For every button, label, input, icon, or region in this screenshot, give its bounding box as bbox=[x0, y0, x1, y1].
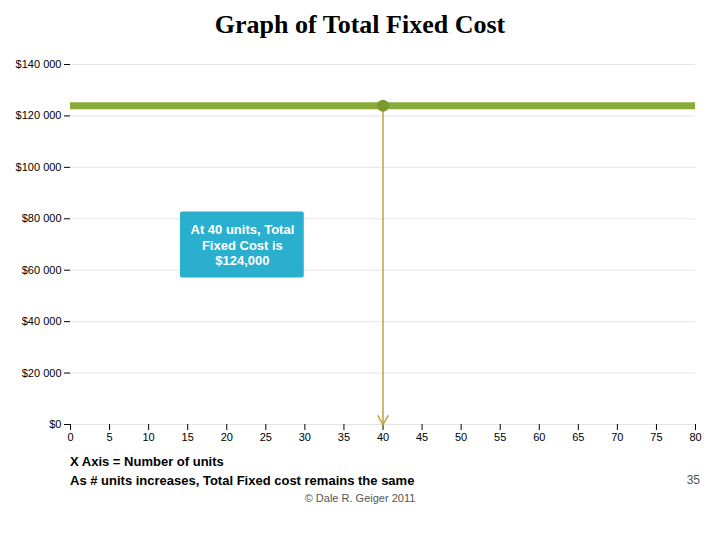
svg-text:$120 000: $120 000 bbox=[16, 109, 62, 121]
svg-text:30: 30 bbox=[299, 431, 311, 443]
svg-text:65: 65 bbox=[572, 431, 584, 443]
svg-text:$60 000: $60 000 bbox=[22, 264, 62, 276]
svg-text:$20 000: $20 000 bbox=[22, 367, 62, 379]
svg-text:20: 20 bbox=[221, 431, 233, 443]
svg-text:5: 5 bbox=[107, 431, 113, 443]
svg-text:35: 35 bbox=[338, 431, 350, 443]
svg-text:45: 45 bbox=[416, 431, 428, 443]
svg-text:$140 000: $140 000 bbox=[16, 58, 62, 70]
svg-text:10: 10 bbox=[143, 431, 155, 443]
svg-text:60: 60 bbox=[533, 431, 545, 443]
html-text:As # units increases, Total Fi: As # units increases, Total Fixed cost r… bbox=[70, 473, 415, 488]
svg-text:40: 40 bbox=[377, 431, 389, 443]
svg-text:$0: $0 bbox=[49, 418, 61, 430]
html-text:© Dale R. Geiger 2011: © Dale R. Geiger 2011 bbox=[304, 492, 416, 504]
svg-text:70: 70 bbox=[611, 431, 623, 443]
svg-text:At 40 units, TotalFixed Cost i: At 40 units, TotalFixed Cost is$124,000 bbox=[190, 222, 294, 268]
svg-text:25: 25 bbox=[260, 431, 272, 443]
svg-text:15: 15 bbox=[182, 431, 194, 443]
html-text:Graph of Total Fixed Cost: Graph of Total Fixed Cost bbox=[214, 10, 506, 39]
svg-text:80: 80 bbox=[689, 431, 701, 443]
svg-text:$80 000: $80 000 bbox=[22, 212, 62, 224]
html-text:35: 35 bbox=[686, 473, 700, 487]
svg-text:55: 55 bbox=[494, 431, 506, 443]
html-text:X Axis = Number of units: X Axis = Number of units bbox=[70, 454, 224, 469]
svg-text:50: 50 bbox=[455, 431, 467, 443]
svg-text:75: 75 bbox=[650, 431, 662, 443]
svg-text:0: 0 bbox=[67, 431, 73, 443]
svg-text:$40 000: $40 000 bbox=[22, 315, 62, 327]
svg-text:$100 000: $100 000 bbox=[16, 161, 62, 173]
